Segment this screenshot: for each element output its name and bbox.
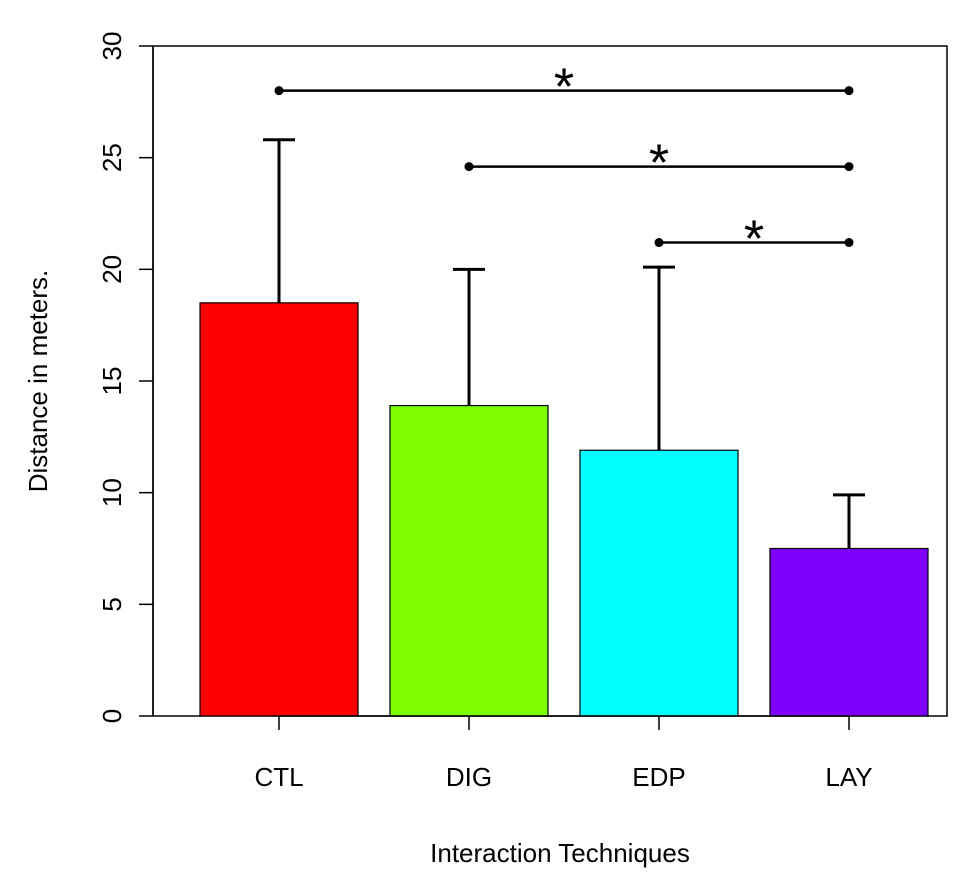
y-tick-label-25: 25 [97, 143, 127, 172]
significance-dot-ctl [274, 86, 284, 96]
bar-ctl [199, 302, 359, 717]
x-tick-label-edp: EDP [632, 762, 685, 792]
significance-star-edp-lay: * [744, 211, 764, 269]
significance-dot-lay [844, 86, 854, 96]
y-tick-label-20: 20 [97, 255, 127, 284]
significance-dot-lay [844, 162, 854, 172]
x-tick-label-lay: LAY [825, 762, 872, 792]
significance-star-ctl-lay: * [554, 59, 574, 117]
y-tick-label-15: 15 [97, 367, 127, 396]
significance-dot-lay [844, 238, 854, 248]
y-tick-label-0: 0 [97, 709, 127, 723]
y-tick-label-5: 5 [97, 597, 127, 611]
y-tick-label-10: 10 [97, 478, 127, 507]
x-axis-title: Interaction Techniques [430, 838, 690, 868]
significance-annotations: * * * [274, 59, 854, 269]
x-axis: CTL DIG EDP LAY [254, 715, 873, 792]
y-tick-label-30: 30 [97, 32, 127, 61]
significance-star-dig-lay: * [649, 135, 669, 193]
y-axis-title: Distance in meters. [23, 270, 53, 493]
significance-dot-edp [654, 238, 664, 248]
error-bars [263, 138, 865, 549]
y-axis: 0 5 10 15 20 25 30 [97, 32, 154, 723]
bars [199, 302, 929, 717]
bar-edp [579, 449, 739, 717]
x-tick-label-dig: DIG [446, 762, 492, 792]
bar-lay [769, 547, 929, 717]
significance-dot-dig [464, 162, 474, 172]
x-tick-label-ctl: CTL [254, 762, 303, 792]
bar-dig [389, 404, 549, 717]
